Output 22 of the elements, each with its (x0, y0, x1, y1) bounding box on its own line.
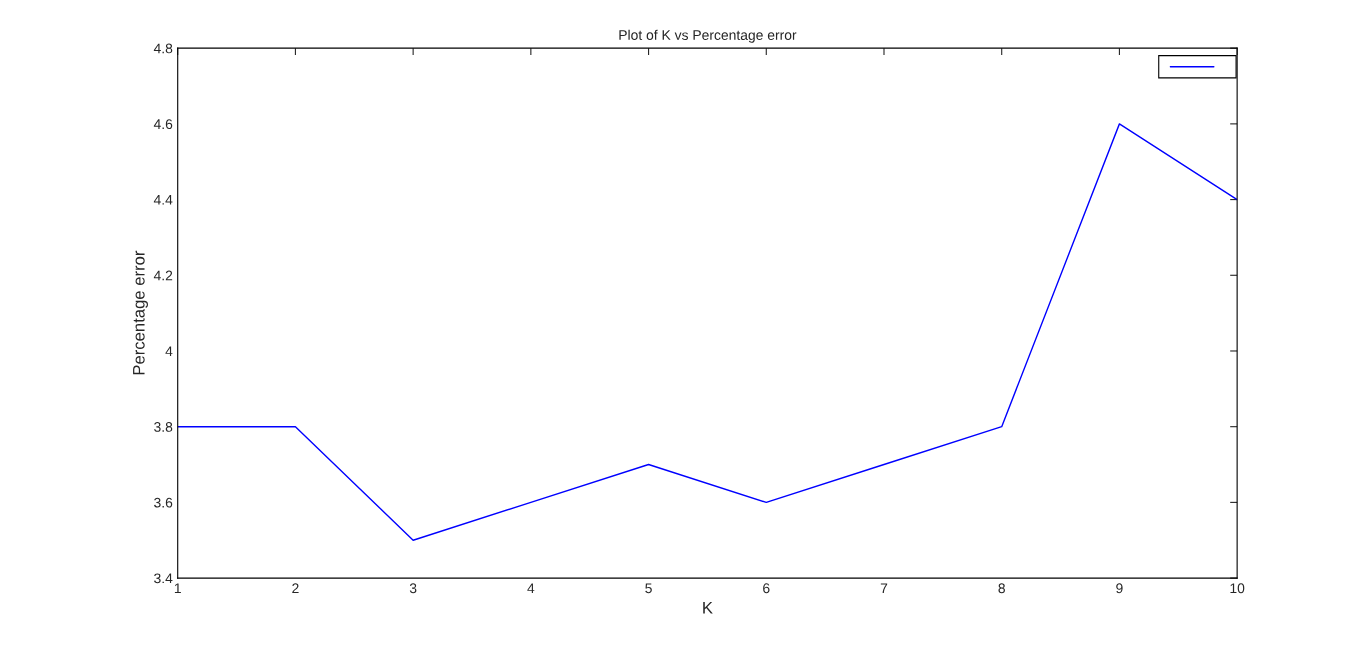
y-tick-label: 4.2 (153, 270, 173, 281)
y-tick-label: 3.8 (154, 422, 173, 432)
x-tick-label: 3 (409, 583, 417, 594)
x-tick-label: 8 (998, 583, 1005, 594)
y-tick-label: 3.4 (154, 573, 173, 584)
y-tick-label: 4.4 (153, 195, 173, 205)
x-tick-label: 4 (527, 583, 535, 594)
x-tick-label: 2 (292, 583, 299, 594)
x-tick-label: 1 (174, 583, 181, 594)
x-tick-label: 6 (763, 583, 770, 594)
y-tick-label: 4 (165, 346, 173, 357)
y-tick-label: 3.6 (154, 497, 173, 508)
x-tick-label: 10 (1230, 583, 1245, 594)
x-tick-label: 7 (880, 583, 888, 594)
y-tick-label: 4.6 (153, 119, 173, 130)
y-tick-label: 4.8 (153, 43, 173, 54)
line-series (177, 123, 1238, 541)
y-axis-title: Percentage error (133, 250, 148, 375)
x-axis-title: K (703, 602, 713, 614)
chart-title: Plot of K vs Percentage error (619, 29, 797, 43)
x-tick-label: 9 (1116, 583, 1123, 594)
x-tick-label: 5 (645, 583, 652, 594)
